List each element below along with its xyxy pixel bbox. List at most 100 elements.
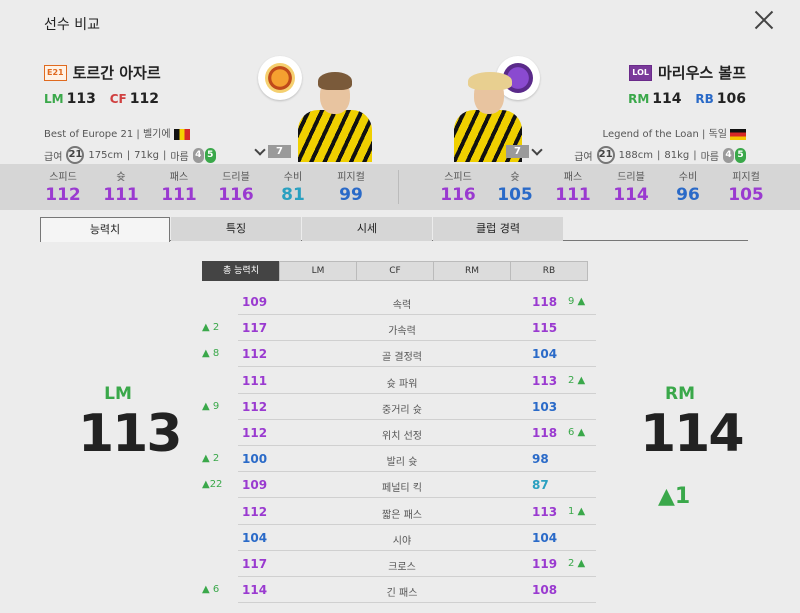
tab-market-price[interactable]: 시세	[302, 217, 432, 241]
left-delta: ▲ 6	[202, 584, 220, 596]
position-label: RB	[695, 92, 714, 106]
row-divider	[238, 392, 596, 394]
attribute-row: ▲ 2 100 발리 슛 98	[202, 446, 596, 473]
stat-speed-left: 스피드 112	[45, 172, 81, 205]
season-badge: LOL	[629, 64, 652, 81]
left-delta: ▲ 9	[202, 400, 220, 412]
stat-shoot-right: 슛 105	[497, 172, 533, 205]
attribute-row: 111 슛 파워 113 2 ▲	[202, 368, 596, 394]
salary-badge: 21	[596, 146, 615, 164]
germany-flag-icon	[730, 128, 746, 140]
left-overall: LM 113	[78, 384, 183, 464]
left-attribute-value: 100	[242, 452, 268, 467]
tab-club-history[interactable]: 클럽 경력	[433, 217, 563, 241]
attribute-row: ▲ 2 117 가속력 115	[202, 315, 596, 342]
level-selector[interactable]: 7	[254, 143, 291, 158]
season-badge: E21	[44, 64, 67, 81]
left-attribute-value: 104	[242, 530, 268, 545]
attribute-name: 시야	[392, 535, 412, 547]
chevron-down-icon[interactable]	[531, 143, 543, 156]
attribute-name: 발리 슛	[386, 457, 418, 469]
left-attribute-value: 109	[242, 478, 268, 493]
right-attribute-value: 113	[532, 373, 558, 388]
tab-traits[interactable]: 특징	[171, 217, 301, 241]
right-attribute-value: 119	[532, 557, 558, 571]
attribute-row: ▲22 109 페널티 킥 87	[202, 472, 596, 499]
stat-pass-right: 패스 111	[555, 172, 591, 205]
left-attribute-value: 109	[242, 295, 268, 309]
left-attribute-value: 111	[242, 373, 268, 388]
player-photo	[286, 70, 376, 162]
sub-tab-lm[interactable]: LM	[279, 261, 357, 281]
attribute-name: 중거리 슛	[382, 404, 422, 416]
attribute-row: 117 크로스 119 2 ▲	[202, 551, 596, 577]
right-delta: 2 ▲	[568, 558, 586, 569]
right-player-info: LOL 마리우스 볼프 RM 114 RB 106 Legend of the Lo…	[574, 62, 746, 164]
salary-badge: 21	[66, 146, 85, 164]
chevron-down-icon[interactable]	[254, 143, 266, 156]
player-name: 토르간 아자르	[72, 64, 161, 82]
row-divider	[238, 418, 596, 420]
left-attribute-value: 117	[242, 557, 268, 571]
attribute-row: 112 위치 선정 118 6 ▲	[202, 420, 596, 446]
sub-tab-rm[interactable]: RM	[433, 261, 511, 281]
left-delta: ▲22	[202, 479, 223, 491]
row-divider	[238, 549, 596, 551]
row-divider	[238, 340, 596, 342]
left-delta: ▲ 8	[202, 348, 220, 360]
right-delta: 2 ▲	[568, 374, 586, 386]
sub-tab-cf[interactable]: CF	[356, 261, 434, 281]
right-delta: 9 ▲	[568, 296, 586, 307]
club-logo	[258, 56, 302, 100]
sub-tab-total[interactable]: 총 능력치	[202, 261, 280, 281]
position-rating: 112	[129, 91, 159, 107]
attribute-name: 가속력	[388, 326, 416, 338]
left-attribute-value: 112	[242, 504, 268, 519]
season-nation: Best of Europe 21 | 벨기에	[44, 125, 216, 140]
left-attribute-value: 112	[242, 426, 268, 440]
belgium-flag-icon	[173, 128, 190, 140]
right-delta: 6 ▲	[568, 427, 586, 438]
right-attribute-value: 104	[532, 347, 558, 362]
right-delta: 1 ▲	[568, 505, 586, 517]
position-rating: 113	[66, 91, 96, 107]
overall-delta: ▲1	[658, 484, 691, 509]
left-attribute-value: 114	[242, 583, 268, 598]
row-divider	[238, 523, 596, 525]
row-divider	[238, 602, 596, 604]
sub-tab-rb[interactable]: RB	[510, 261, 588, 281]
left-attribute-value: 112	[242, 399, 268, 414]
stat-dribble-right: 드리블 114	[613, 172, 649, 205]
position-rating: 106	[716, 91, 746, 107]
right-attribute-value: 108	[532, 583, 558, 598]
tab-attributes[interactable]: 능력치	[40, 217, 170, 242]
divider	[398, 170, 399, 204]
right-attribute-value: 113	[532, 504, 558, 519]
tab-bar: 능력치 특징 시세 클럽 경력	[40, 217, 748, 242]
stat-speed-right: 스피드 116	[440, 172, 476, 205]
stat-pass-left: 패스 111	[161, 172, 197, 205]
close-icon[interactable]	[754, 10, 774, 30]
player-name: 마리우스 볼프	[657, 64, 746, 82]
stats-summary: 스피드 112 슛 111 패스 111 드리블 116 수비 81 피지컬 99 스피드 1…	[0, 164, 800, 210]
left-delta: ▲ 2	[202, 322, 220, 334]
stat-physical-left: 피지컬 99	[337, 172, 365, 205]
attribute-name: 슛 파워	[386, 378, 418, 390]
attribute-name: 위치 선정	[382, 431, 422, 442]
stat-physical-right: 피지컬 105	[728, 172, 764, 205]
attribute-row: 112 짧은 패스 113 1 ▲	[202, 499, 596, 525]
stat-shoot-left: 슛 111	[103, 172, 139, 205]
row-divider	[238, 576, 596, 577]
left-delta: ▲ 2	[202, 453, 220, 465]
left-attribute-value: 117	[242, 321, 268, 336]
attribute-row: ▲ 9 112 중거리 슛 103	[202, 394, 596, 420]
row-divider	[238, 497, 596, 499]
level-selector[interactable]: 7	[506, 143, 543, 158]
row-divider	[238, 445, 596, 446]
right-attribute-value: 103	[532, 399, 558, 414]
right-attribute-value: 98	[532, 452, 549, 467]
right-attribute-value: 118	[532, 426, 558, 440]
right-attribute-value: 115	[532, 321, 558, 336]
